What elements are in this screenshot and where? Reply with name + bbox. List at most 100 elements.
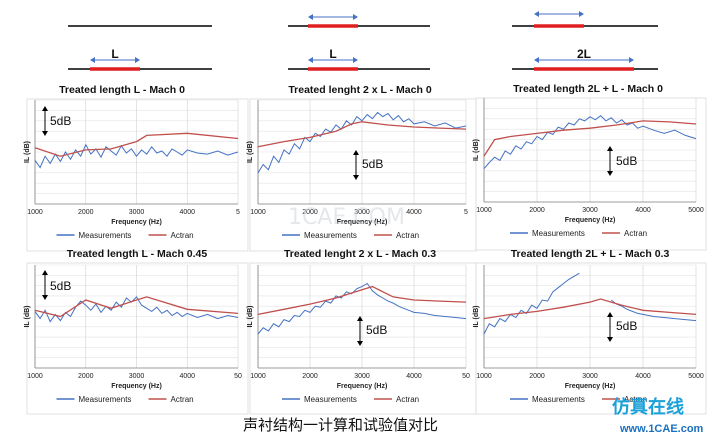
x-axis-label: Frequency (Hz) bbox=[111, 383, 162, 390]
scale-bar: 5dB bbox=[42, 270, 71, 300]
chart-frame bbox=[26, 98, 249, 252]
chart-title: Treated length 2L + L - Mach 0.3 bbox=[511, 248, 670, 260]
x-tick-label: 3000 bbox=[582, 207, 598, 214]
arrow-head-left bbox=[308, 57, 313, 63]
x-axis-label: Frequency (Hz) bbox=[565, 217, 616, 224]
x-tick-label: 2000 bbox=[78, 209, 94, 216]
x-axis-label: Frequency (Hz) bbox=[111, 219, 162, 226]
chart-border bbox=[475, 97, 707, 251]
scale-arrow-down bbox=[42, 295, 48, 300]
chart-3: Treated length 2L + L - Mach 0 1000 2000 30… bbox=[473, 83, 707, 251]
series-actran-line bbox=[34, 132, 239, 157]
x-tick-label: 5 bbox=[236, 209, 240, 216]
x-tick-label: 4000 bbox=[179, 209, 195, 216]
x-tick-label: 4000 bbox=[635, 207, 651, 214]
arrow-head-right bbox=[579, 11, 584, 17]
x-tick-label: 4000 bbox=[179, 373, 195, 380]
gridlines bbox=[34, 264, 239, 369]
x-tick-label: 1000 bbox=[476, 373, 492, 380]
legend-label-measurements: Measurements bbox=[79, 395, 132, 404]
series-measurements-line bbox=[34, 143, 239, 169]
diagram-5: L bbox=[288, 47, 430, 71]
series-actran-line bbox=[257, 121, 467, 148]
arrow-head-left bbox=[90, 57, 95, 63]
scale-arrow-down bbox=[42, 131, 48, 136]
legend: Measurements Actran bbox=[510, 229, 647, 238]
series-actran-line bbox=[483, 298, 697, 320]
series-measurements-line bbox=[257, 111, 467, 174]
series-measurements-line bbox=[483, 115, 697, 170]
scale-label: 5dB bbox=[616, 319, 637, 333]
x-tick-label: 50 bbox=[234, 373, 242, 380]
series-actran-line bbox=[257, 285, 467, 316]
chart-border bbox=[26, 98, 249, 252]
x-tick-label: 1000 bbox=[250, 209, 266, 216]
segment-length-label: 2L bbox=[577, 47, 591, 61]
x-axis-label: Frequency (Hz) bbox=[337, 219, 388, 226]
chart-border bbox=[26, 262, 249, 415]
x-tick-label: 5000 bbox=[688, 373, 704, 380]
arrow-head-right bbox=[353, 14, 358, 20]
legend-label-actran: Actran bbox=[624, 395, 647, 404]
scale-label: 5dB bbox=[362, 157, 383, 171]
scale-arrow-down bbox=[357, 341, 363, 346]
chart-frame bbox=[249, 262, 477, 415]
diagram-2 bbox=[288, 14, 430, 28]
legend-label-measurements: Measurements bbox=[532, 395, 585, 404]
x-axis-label: Frequency (Hz) bbox=[565, 383, 616, 390]
diagram-6: 2L bbox=[512, 47, 658, 71]
diagram-4: L bbox=[68, 47, 212, 71]
legend-label-actran: Actran bbox=[171, 395, 194, 404]
chart-frame bbox=[475, 262, 707, 415]
scale-arrow-up bbox=[42, 106, 48, 111]
chart-border bbox=[249, 98, 477, 252]
legend: Measurements Actran bbox=[282, 395, 419, 404]
arrow-head-left bbox=[308, 14, 313, 20]
scale-bar: 5dB bbox=[357, 316, 387, 346]
gridlines bbox=[257, 264, 467, 369]
x-tick-label: 3000 bbox=[129, 373, 145, 380]
x-tick-label: 5 bbox=[464, 209, 468, 216]
scale-bar: 5dB bbox=[607, 312, 637, 342]
chart-panels: Treated length L - Mach 0 1000 2000 3000 400… bbox=[24, 83, 707, 415]
legend: Measurements Actran bbox=[282, 231, 419, 240]
legend-label-actran: Actran bbox=[171, 231, 194, 240]
y-axis-label: IL (dB) bbox=[473, 139, 480, 161]
scale-arrow-up bbox=[357, 316, 363, 321]
legend-label-measurements: Measurements bbox=[532, 229, 585, 238]
scale-arrow-up bbox=[607, 146, 613, 151]
arrow-head-right bbox=[353, 57, 358, 63]
chart-1: Treated length L - Mach 0 1000 2000 3000 400… bbox=[24, 84, 249, 252]
scale-arrow-up bbox=[353, 150, 359, 155]
treatment-diagrams: L L 2L bbox=[68, 11, 658, 71]
chart-frame bbox=[249, 98, 477, 252]
x-tick-label: 3000 bbox=[354, 373, 370, 380]
x-tick-label: 4000 bbox=[406, 373, 422, 380]
x-tick-label: 50 bbox=[462, 373, 470, 380]
x-tick-label: 2000 bbox=[529, 373, 545, 380]
x-tick-label: 4000 bbox=[406, 209, 422, 216]
x-tick-label: 4000 bbox=[635, 373, 651, 380]
scale-arrow-down bbox=[607, 171, 613, 176]
segment-length-label: L bbox=[329, 47, 336, 61]
chart-frame bbox=[26, 262, 249, 415]
chart-title: Treated lenght 2 x L - Mach 0 bbox=[288, 84, 432, 96]
x-tick-label: 2000 bbox=[78, 373, 94, 380]
scale-arrow-down bbox=[353, 175, 359, 180]
chart-border bbox=[249, 262, 477, 415]
chart-title: Treated length 2L + L - Mach 0 bbox=[513, 83, 663, 95]
legend-label-measurements: Measurements bbox=[79, 231, 132, 240]
series-measurements-line bbox=[483, 272, 697, 335]
x-tick-label: 3000 bbox=[129, 209, 145, 216]
scale-bar: 5dB bbox=[42, 106, 71, 136]
scale-arrow-up bbox=[42, 270, 48, 275]
y-axis-label: IL (dB) bbox=[247, 305, 254, 327]
arrow-head-right bbox=[135, 57, 140, 63]
x-tick-label: 2000 bbox=[302, 209, 318, 216]
scale-bar: 5dB bbox=[607, 146, 637, 176]
legend-label-actran: Actran bbox=[396, 231, 419, 240]
logo-en: www.1CAE.com bbox=[619, 423, 704, 435]
chart-title: Treated length L - Mach 0 bbox=[59, 84, 185, 96]
arrow-head-left bbox=[534, 57, 539, 63]
